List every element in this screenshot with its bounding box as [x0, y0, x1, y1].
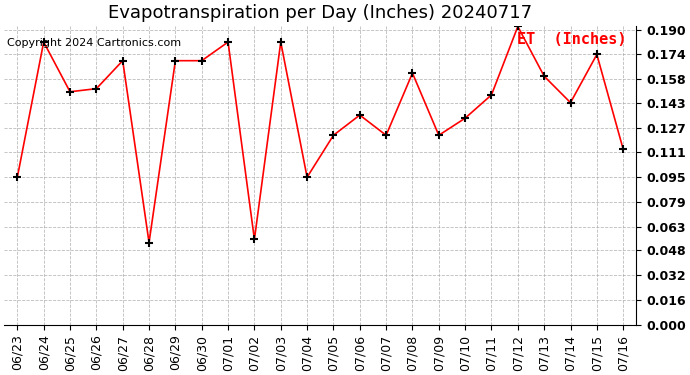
Text: ET  (Inches): ET (Inches): [518, 33, 627, 48]
Text: Copyright 2024 Cartronics.com: Copyright 2024 Cartronics.com: [7, 38, 181, 48]
Title: Evapotranspiration per Day (Inches) 20240717: Evapotranspiration per Day (Inches) 2024…: [108, 4, 532, 22]
